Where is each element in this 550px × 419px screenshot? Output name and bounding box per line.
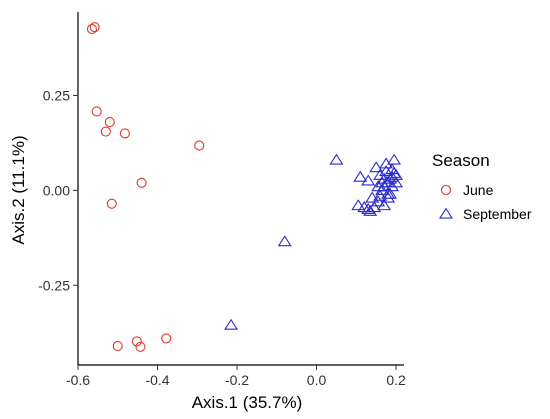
data-point — [361, 174, 376, 186]
x-tick-label: 0.0 — [307, 372, 327, 388]
legend-label-june: June — [463, 182, 494, 198]
legend-key-june — [440, 184, 452, 196]
x-tick-label: 0.2 — [386, 372, 406, 388]
data-point — [389, 176, 404, 188]
data-point — [91, 106, 102, 117]
data-point — [371, 195, 386, 207]
y-tick-label: 0.25 — [43, 88, 70, 104]
data-point — [136, 177, 147, 188]
y-axis-title: Axis.2 (11.1%) — [9, 135, 28, 244]
data-point — [383, 187, 398, 199]
data-point — [131, 336, 142, 347]
data-point — [89, 22, 100, 33]
data-point — [385, 180, 400, 192]
data-point — [119, 128, 130, 139]
data-point — [329, 153, 344, 165]
data-point — [369, 161, 384, 173]
data-point — [389, 168, 404, 180]
data-point — [104, 117, 115, 128]
data-point — [100, 126, 111, 137]
data-point — [363, 204, 378, 216]
axes: -0.6 -0.4 -0.2 0.0 0.2 -0.25 0.00 0.25 — [38, 12, 406, 388]
data-point — [379, 164, 394, 177]
y-tick-label: -0.25 — [38, 277, 70, 293]
series-september — [224, 153, 404, 330]
x-tick-label: -0.6 — [66, 372, 90, 388]
y-tick-label: 0.00 — [43, 182, 70, 198]
plot-area — [86, 22, 404, 352]
legend-label-september: September — [463, 206, 532, 222]
data-point — [387, 153, 402, 165]
data-point — [194, 140, 205, 151]
data-point — [361, 202, 376, 214]
x-tick-label: -0.2 — [225, 372, 249, 388]
data-point — [161, 333, 172, 344]
data-point — [377, 172, 392, 184]
data-point — [351, 199, 366, 211]
data-point — [373, 189, 388, 201]
legend-title: Season — [432, 151, 490, 170]
data-point — [86, 24, 97, 35]
data-point — [377, 199, 392, 211]
data-point — [365, 191, 380, 203]
series-june — [86, 22, 205, 352]
x-axis-title: Axis.1 (35.7%) — [192, 393, 303, 412]
data-point — [135, 341, 146, 352]
x-tick-label: -0.4 — [145, 372, 169, 388]
data-point — [379, 157, 394, 169]
data-point — [224, 318, 239, 330]
data-point — [277, 235, 292, 247]
legend-key-september — [438, 207, 454, 219]
legend: Season June September — [432, 151, 532, 222]
data-point — [353, 170, 368, 182]
data-point — [112, 340, 123, 352]
data-point — [371, 180, 386, 192]
data-point — [106, 198, 117, 209]
data-point — [357, 201, 372, 213]
data-point — [387, 166, 402, 178]
